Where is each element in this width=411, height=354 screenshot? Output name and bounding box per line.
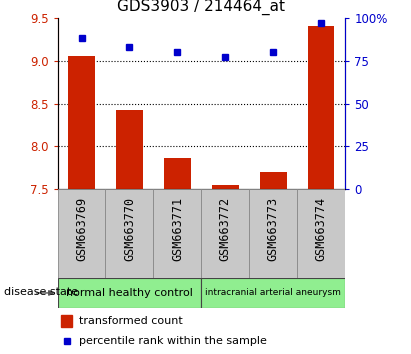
Bar [68,56,95,189]
Bar [164,158,191,189]
Text: GSM663769: GSM663769 [75,196,88,261]
Bar [308,26,335,189]
FancyBboxPatch shape [249,189,297,278]
Text: GSM663774: GSM663774 [315,196,328,261]
Text: GSM663770: GSM663770 [123,196,136,261]
Text: GSM663771: GSM663771 [171,196,184,261]
Bar [61,315,72,327]
Text: normal healthy control: normal healthy control [66,288,193,298]
FancyBboxPatch shape [201,278,345,308]
FancyBboxPatch shape [201,189,249,278]
FancyBboxPatch shape [153,189,201,278]
Text: GSM663773: GSM663773 [267,196,280,261]
Title: GDS3903 / 214464_at: GDS3903 / 214464_at [118,0,285,15]
Text: intracranial arterial aneurysm: intracranial arterial aneurysm [206,289,341,297]
Bar [116,109,143,189]
FancyBboxPatch shape [58,278,201,308]
FancyBboxPatch shape [106,189,153,278]
Bar [212,185,238,189]
Text: GSM663772: GSM663772 [219,196,232,261]
FancyBboxPatch shape [297,189,345,278]
Bar [260,172,286,189]
Text: disease state: disease state [4,287,78,297]
Text: transformed count: transformed count [79,316,182,326]
FancyBboxPatch shape [58,189,106,278]
Text: percentile rank within the sample: percentile rank within the sample [79,336,267,346]
